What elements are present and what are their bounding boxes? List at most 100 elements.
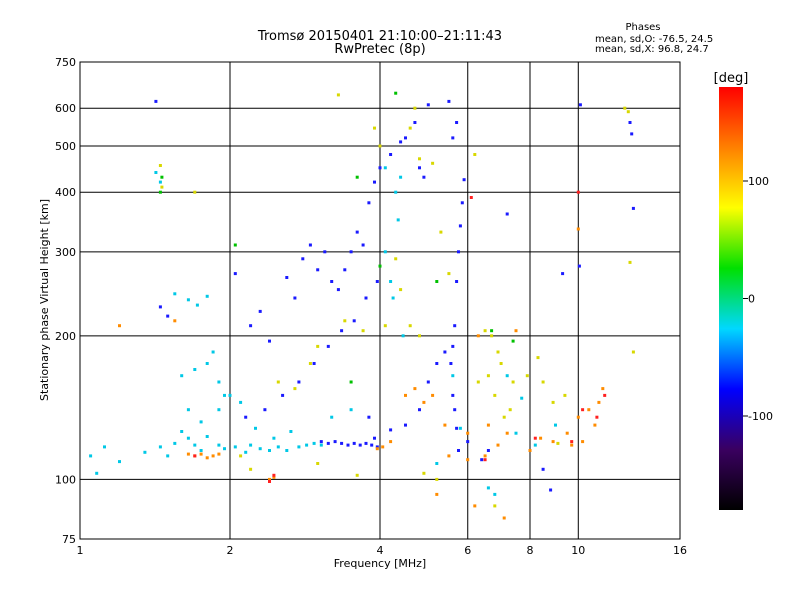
data-point — [193, 443, 197, 447]
data-point — [319, 443, 323, 447]
data-point — [173, 441, 177, 445]
data-point — [244, 450, 248, 454]
data-point — [373, 126, 376, 130]
x-tick-label: 8 — [527, 544, 534, 557]
data-point — [249, 467, 253, 471]
data-point — [378, 166, 382, 170]
data-point — [455, 280, 459, 283]
data-point — [199, 420, 203, 424]
data-point — [205, 435, 209, 438]
y-tick-label: 750 — [55, 56, 76, 69]
data-point — [483, 329, 487, 333]
data-point — [525, 374, 529, 378]
data-point — [330, 415, 334, 419]
data-point — [233, 243, 237, 247]
data-point — [426, 103, 430, 107]
data-point — [193, 190, 197, 194]
data-point — [394, 91, 398, 95]
data-point — [186, 452, 190, 456]
data-point — [389, 440, 393, 444]
data-point — [439, 230, 443, 234]
data-point — [576, 190, 580, 194]
data-point — [493, 492, 497, 496]
data-point — [466, 440, 470, 444]
data-point — [364, 296, 368, 300]
data-point — [502, 415, 506, 419]
data-point — [268, 480, 271, 483]
data-point — [473, 504, 477, 508]
data-point — [631, 206, 635, 210]
data-point — [343, 319, 347, 323]
data-point — [505, 212, 509, 216]
data-point — [375, 447, 379, 451]
data-point — [570, 440, 574, 444]
data-point — [358, 443, 362, 447]
data-point — [576, 415, 580, 419]
data-point — [458, 426, 462, 430]
data-point — [268, 449, 271, 452]
data-point — [541, 467, 545, 471]
data-point — [173, 292, 177, 296]
data-point — [389, 280, 393, 283]
data-point — [413, 387, 417, 391]
data-point — [389, 153, 393, 156]
data-point — [249, 324, 253, 328]
data-point — [375, 280, 379, 283]
data-point — [422, 471, 426, 475]
data-point — [378, 264, 382, 268]
x-tick-label: 10 — [571, 544, 585, 557]
data-point — [533, 436, 537, 440]
data-point — [249, 443, 253, 447]
data-point — [520, 396, 524, 400]
data-point — [118, 324, 121, 328]
data-point — [308, 362, 312, 365]
data-point — [330, 280, 334, 283]
colorbar-gradient — [719, 87, 743, 510]
data-point — [496, 443, 500, 447]
data-point — [378, 144, 382, 148]
data-point — [447, 272, 451, 276]
data-point — [254, 426, 257, 430]
data-point — [581, 440, 585, 444]
data-point — [233, 272, 237, 276]
data-point — [391, 296, 395, 300]
data-point — [305, 443, 309, 447]
chart-title: Tromsø 20150401 21:10:00–21:11:43 — [257, 29, 502, 44]
data-point — [413, 121, 417, 124]
data-point — [404, 136, 407, 140]
data-point — [297, 380, 301, 384]
data-point — [352, 319, 356, 323]
data-point — [394, 257, 398, 261]
data-point — [349, 250, 353, 254]
data-point — [451, 374, 455, 378]
data-point — [631, 350, 635, 354]
data-point — [211, 350, 215, 354]
data-points — [89, 91, 635, 520]
data-point — [447, 99, 451, 103]
data-point — [285, 449, 289, 452]
data-point — [349, 380, 353, 384]
data-point — [312, 362, 316, 365]
data-point — [431, 161, 435, 165]
data-point — [435, 462, 439, 465]
data-point — [272, 473, 276, 477]
data-point — [443, 350, 447, 354]
x-tick-label: 4 — [377, 544, 384, 557]
data-point — [422, 175, 426, 179]
colorbar-tick-label: 0 — [748, 293, 755, 306]
data-point — [186, 408, 190, 412]
data-point — [158, 305, 162, 309]
data-point — [263, 408, 267, 412]
data-point — [505, 431, 509, 435]
data-point — [499, 362, 503, 365]
data-point — [195, 303, 199, 307]
data-point — [285, 276, 289, 279]
data-point — [502, 516, 506, 520]
data-point — [143, 450, 147, 454]
data-point — [361, 329, 365, 333]
data-point — [293, 296, 297, 300]
data-point — [536, 356, 540, 360]
data-point — [486, 374, 490, 378]
data-point — [160, 185, 164, 189]
y-tick-label: 400 — [55, 186, 76, 199]
